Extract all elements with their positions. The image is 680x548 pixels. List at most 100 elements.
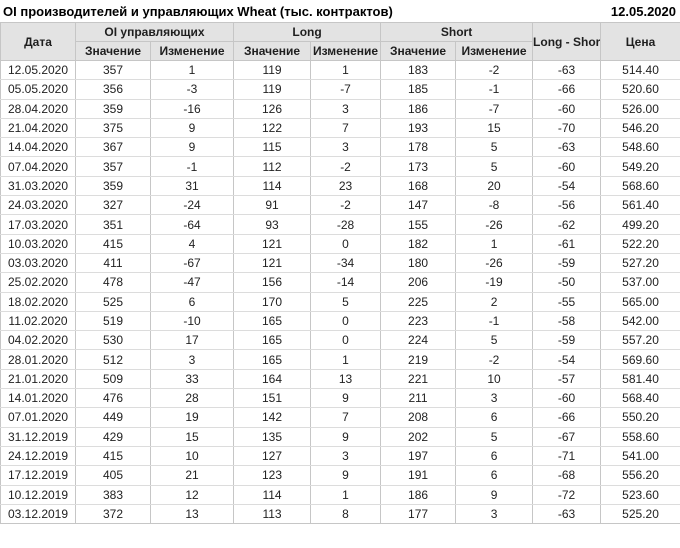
cell-short-change: -2	[455, 349, 534, 370]
cell-short-change: -2	[455, 59, 534, 81]
cell-long-value: 122	[233, 117, 312, 139]
cell-date: 10.12.2019	[0, 484, 76, 505]
cell-oi-value: 356	[75, 79, 151, 100]
cell-date: 05.05.2020	[0, 79, 76, 100]
cell-short-value: 185	[380, 79, 457, 100]
table-row: 28.04.2020 359 -16 126 3 186 -7 -60 526.…	[0, 98, 680, 119]
cell-oi-value: 359	[75, 175, 151, 197]
cell-oi-change: 13	[149, 503, 235, 525]
cell-long-change: 7	[310, 407, 382, 428]
cell-long-value: 121	[233, 233, 312, 254]
cell-long-change: 0	[310, 233, 382, 254]
cell-short-value: 223	[380, 310, 457, 332]
cell-short-change: 6	[455, 445, 534, 467]
cell-long-change: 1	[310, 59, 382, 81]
cell-date: 17.03.2020	[0, 214, 76, 235]
cell-price: 550.20	[600, 407, 680, 428]
cell-short-change: 15	[455, 117, 534, 139]
cell-short-value: 211	[380, 388, 457, 409]
cell-short-change: 3	[455, 388, 534, 409]
cell-short-value: 178	[380, 137, 457, 158]
cell-short-value: 147	[380, 195, 457, 216]
cell-long-value: 165	[233, 349, 312, 370]
cell-long-short: -61	[532, 233, 602, 254]
table-row: 10.12.2019 383 12 114 1 186 9 -72 523.60	[0, 484, 680, 505]
cell-oi-change: 31	[149, 175, 235, 197]
cell-date: 04.02.2020	[0, 330, 76, 351]
cell-oi-value: 530	[75, 330, 151, 351]
cell-short-value: 225	[380, 291, 457, 312]
cell-oi-change: -67	[149, 252, 235, 274]
table-row: 03.12.2019 372 13 113 8 177 3 -63 525.20	[0, 503, 680, 525]
cell-date: 31.03.2020	[0, 175, 76, 197]
cell-date: 21.01.2020	[0, 368, 76, 390]
cell-date: 18.02.2020	[0, 291, 76, 312]
cell-long-change: 9	[310, 465, 382, 486]
cell-long-change: 1	[310, 484, 382, 505]
cell-price: 526.00	[600, 98, 680, 119]
cell-oi-change: -10	[149, 310, 235, 332]
cell-long-value: 114	[233, 484, 312, 505]
cell-long-value: 113	[233, 503, 312, 525]
cell-price: 514.40	[600, 59, 680, 81]
cell-long-change: 0	[310, 310, 382, 332]
cell-long-short: -62	[532, 214, 602, 235]
cell-oi-change: 9	[149, 137, 235, 158]
cell-long-change: 0	[310, 330, 382, 351]
cell-long-value: 126	[233, 98, 312, 119]
cell-date: 11.02.2020	[0, 310, 76, 332]
table-row: 12.05.2020 357 1 119 1 183 -2 -63 514.40	[0, 59, 680, 81]
cell-oi-change: -16	[149, 98, 235, 119]
cell-long-value: 135	[233, 426, 312, 447]
cell-price: 561.40	[600, 195, 680, 216]
cell-date: 07.04.2020	[0, 156, 76, 177]
table-body: 12.05.2020 357 1 119 1 183 -2 -63 514.40…	[0, 59, 680, 525]
cell-price: 556.20	[600, 465, 680, 486]
cell-short-value: 186	[380, 98, 457, 119]
cell-oi-value: 519	[75, 310, 151, 332]
cell-long-value: 170	[233, 291, 312, 312]
table-row: 24.03.2020 327 -24 91 -2 147 -8 -56 561.…	[0, 195, 680, 216]
cell-oi-change: 1	[149, 59, 235, 81]
cell-short-value: 180	[380, 252, 457, 274]
cell-oi-value: 405	[75, 465, 151, 486]
table-row: 03.03.2020 411 -67 121 -34 180 -26 -59 5…	[0, 252, 680, 274]
cell-short-value: 155	[380, 214, 457, 235]
cell-price: 537.00	[600, 272, 680, 293]
column-header-date: Дата	[0, 22, 76, 61]
column-header-short-change: Изменение	[455, 41, 534, 61]
cell-oi-value: 429	[75, 426, 151, 447]
cell-date: 24.03.2020	[0, 195, 76, 216]
cell-long-short: -59	[532, 330, 602, 351]
cell-long-short: -72	[532, 484, 602, 505]
cell-long-change: 3	[310, 445, 382, 467]
cell-long-short: -50	[532, 272, 602, 293]
cell-short-change: 5	[455, 156, 534, 177]
cell-price: 541.00	[600, 445, 680, 467]
cell-short-change: 6	[455, 465, 534, 486]
cell-oi-value: 375	[75, 117, 151, 139]
cell-price: 568.60	[600, 175, 680, 197]
column-header-price: Цена	[600, 22, 680, 61]
cell-date: 28.04.2020	[0, 98, 76, 119]
cell-short-change: -26	[455, 252, 534, 274]
table-row: 24.12.2019 415 10 127 3 197 6 -71 541.00	[0, 445, 680, 467]
table-header: Дата OI управляющих Long Short Long - Sh…	[0, 22, 680, 61]
cell-short-value: 202	[380, 426, 457, 447]
cell-price: 523.60	[600, 484, 680, 505]
table-row: 28.01.2020 512 3 165 1 219 -2 -54 569.60	[0, 349, 680, 370]
cell-long-value: 119	[233, 59, 312, 81]
cell-long-value: 123	[233, 465, 312, 486]
table-row: 10.03.2020 415 4 121 0 182 1 -61 522.20	[0, 233, 680, 254]
cell-short-value: 183	[380, 59, 457, 81]
cell-long-short: -54	[532, 349, 602, 370]
cell-oi-value: 357	[75, 59, 151, 81]
cell-long-short: -60	[532, 98, 602, 119]
table-row: 25.02.2020 478 -47 156 -14 206 -19 -50 5…	[0, 272, 680, 293]
cell-short-value: 197	[380, 445, 457, 467]
cell-oi-change: 33	[149, 368, 235, 390]
cell-long-short: -60	[532, 156, 602, 177]
cell-short-value: 221	[380, 368, 457, 390]
cell-price: 581.40	[600, 368, 680, 390]
cell-oi-value: 351	[75, 214, 151, 235]
